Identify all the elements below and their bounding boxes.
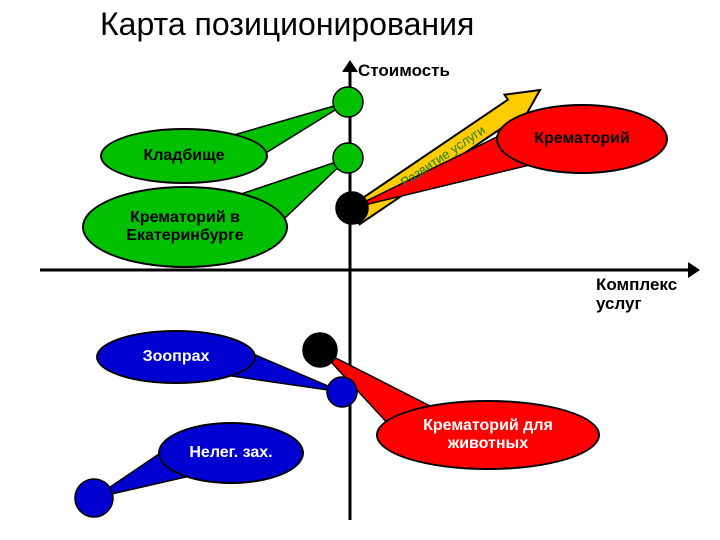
- point-black-2: [303, 333, 337, 367]
- callout-krema: Крематорий: [496, 104, 668, 174]
- point-blue-mid: [327, 377, 357, 407]
- diagram-svg: [0, 0, 720, 540]
- page-title: Карта позиционирования: [100, 6, 474, 43]
- callout-label-ekb: Крематорий в Екатеринбурге: [94, 209, 276, 244]
- callout-ekb: Крематорий в Екатеринбурге: [82, 186, 288, 268]
- callout-neleg: Нелег. зах.: [158, 422, 304, 484]
- callout-label-neleg: Нелег. зах.: [189, 444, 272, 462]
- callout-zooprax: Зоопрах: [96, 330, 256, 384]
- point-blue-low: [75, 479, 113, 517]
- point-green-top: [333, 87, 363, 117]
- callout-label-krema: Крематорий: [534, 130, 630, 148]
- point-green-mid: [333, 143, 363, 173]
- x-axis-label: Комплекс услуг: [596, 276, 706, 313]
- callout-kladb: Кладбище: [100, 128, 268, 184]
- callout-animals: Крематорий для животных: [376, 400, 600, 470]
- y-axis-arrow: [342, 60, 358, 72]
- callout-label-animals: Крематорий для животных: [388, 417, 588, 452]
- y-axis-label: Стоимость: [358, 62, 450, 81]
- callout-label-zooprax: Зоопрах: [143, 348, 210, 366]
- callout-label-kladb: Кладбище: [143, 147, 224, 165]
- point-black-1: [336, 192, 368, 224]
